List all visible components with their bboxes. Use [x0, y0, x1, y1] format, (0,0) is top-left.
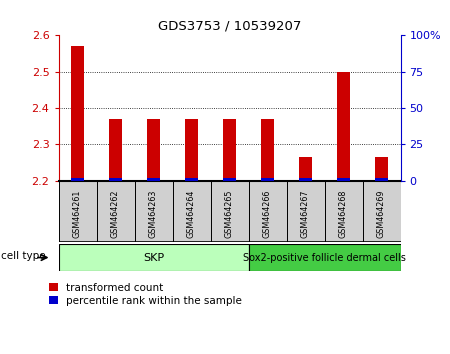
Bar: [58, 181, 96, 242]
Text: GSM464261: GSM464261: [73, 190, 82, 238]
Bar: [109, 178, 122, 181]
Bar: [248, 244, 400, 271]
Bar: [211, 181, 248, 242]
Bar: [337, 178, 350, 181]
Bar: [261, 178, 274, 181]
Text: GSM464266: GSM464266: [263, 190, 272, 238]
Bar: [248, 181, 287, 242]
Text: cell type: cell type: [1, 251, 46, 261]
Legend: transformed count, percentile rank within the sample: transformed count, percentile rank withi…: [50, 283, 242, 306]
Bar: [185, 178, 198, 181]
Bar: [375, 157, 388, 181]
Text: GSM464262: GSM464262: [111, 190, 120, 238]
Bar: [185, 119, 198, 181]
Bar: [58, 244, 248, 271]
Text: SKP: SKP: [143, 252, 164, 263]
Bar: [223, 119, 236, 181]
Text: GSM464263: GSM464263: [149, 190, 158, 238]
Bar: [147, 178, 160, 181]
Text: GSM464269: GSM464269: [377, 190, 386, 238]
Bar: [223, 178, 236, 181]
Bar: [71, 46, 84, 181]
Bar: [147, 119, 160, 181]
Bar: [363, 181, 400, 242]
Bar: [299, 157, 312, 181]
Bar: [96, 181, 135, 242]
Bar: [172, 181, 211, 242]
Text: Sox2-positive follicle dermal cells: Sox2-positive follicle dermal cells: [243, 252, 406, 263]
Text: GSM464264: GSM464264: [187, 190, 196, 238]
Bar: [287, 181, 324, 242]
Bar: [135, 181, 172, 242]
Bar: [261, 119, 274, 181]
Title: GDS3753 / 10539207: GDS3753 / 10539207: [158, 20, 301, 33]
Text: GSM464268: GSM464268: [339, 190, 348, 238]
Bar: [337, 72, 350, 181]
Bar: [324, 181, 363, 242]
Bar: [299, 178, 312, 181]
Text: GSM464267: GSM464267: [301, 190, 310, 238]
Text: GSM464265: GSM464265: [225, 190, 234, 238]
Bar: [109, 119, 122, 181]
Bar: [375, 178, 388, 181]
Bar: [71, 178, 84, 181]
